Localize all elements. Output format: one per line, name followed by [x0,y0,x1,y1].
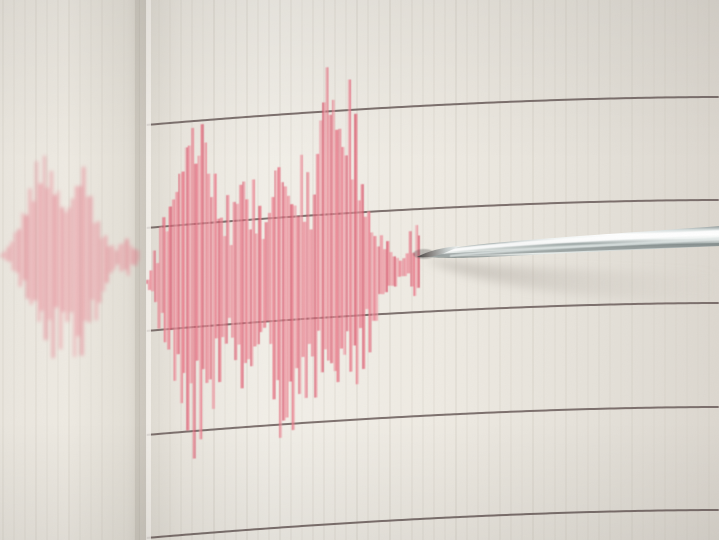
seismograph-scene: Close-up of a rotating seismograph drum … [0,0,719,540]
paper-grain [0,0,719,540]
seismograph-drum-artwork [0,0,719,540]
